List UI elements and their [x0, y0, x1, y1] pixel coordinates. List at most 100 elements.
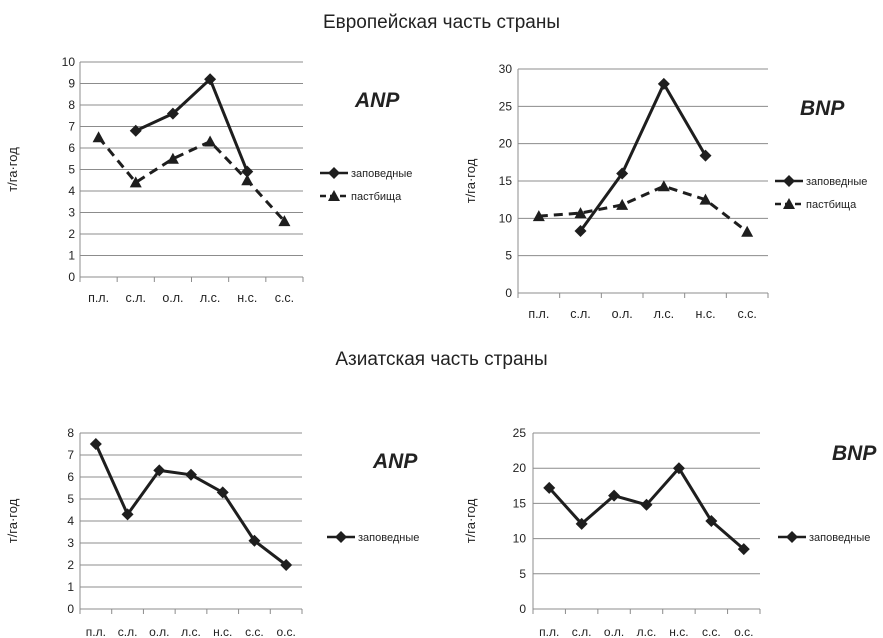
chart3-series-line — [94, 443, 288, 567]
chart1-y-tick-label: 0 — [68, 270, 75, 284]
chart2-data-point — [699, 193, 712, 205]
chart1-series-line — [97, 136, 286, 223]
chart2-data-point — [616, 198, 629, 210]
chart3-x-tick-label: о.л. — [149, 625, 169, 638]
chart3-legend-marker — [335, 531, 347, 543]
chart2-legend-label: заповедные — [806, 176, 867, 188]
chart4-y-tick-label: 0 — [519, 602, 526, 616]
chart3-legend-label: заповедные — [358, 532, 419, 544]
chart3-x-tick-label: н.с. — [213, 625, 232, 638]
chart2-x-tick-label: о.л. — [612, 307, 633, 321]
chart4-legend-marker — [786, 531, 798, 543]
chart4-y-tick-label: 10 — [513, 532, 527, 546]
chart1-y-tick-label: 1 — [68, 249, 75, 263]
chart1-legend-label: заповедные — [351, 168, 412, 180]
chart3-data-point — [89, 438, 102, 450]
chart4-x-tick-label: п.л. — [539, 625, 559, 638]
chart3-x-tick-label: л.с. — [181, 625, 201, 638]
chart4-data-point — [543, 481, 556, 494]
chart1-y-tick-label: 5 — [68, 163, 75, 177]
chart2-legend-marker — [783, 175, 795, 187]
chart1-y-tick-label: 8 — [68, 98, 75, 112]
chart3-data-point — [216, 486, 229, 499]
chart2-series-line — [538, 184, 749, 233]
chart2-data-point — [657, 77, 670, 90]
chart2-data-point — [574, 207, 587, 219]
chart2-title: BNP — [800, 97, 845, 120]
chart3-x-tick-label: о.с. — [276, 625, 295, 638]
chart2-legend-label: пастбища — [806, 199, 857, 211]
chart2-y-tick-label: 0 — [505, 286, 512, 300]
section-title-asian: Азиатская часть страны — [335, 349, 548, 370]
chart2-x-tick-label: п.л. — [528, 307, 549, 321]
chart1-data-point — [92, 131, 105, 143]
chart4-legend-label: заповедные — [809, 532, 870, 544]
chart3-y-tick-label: 5 — [67, 492, 74, 506]
chart1-data-point — [241, 174, 254, 186]
chart2-y-tick-label: 5 — [505, 249, 512, 263]
chart4-y-tick-label: 15 — [513, 496, 527, 510]
chart3-data-point — [248, 534, 261, 547]
chart1-data-point — [166, 152, 179, 164]
chart2-data-point — [741, 225, 754, 237]
chart1-data-point — [129, 124, 142, 137]
chart3-y-tick-label: 7 — [67, 448, 74, 462]
chart1-y-tick-label: 10 — [62, 55, 76, 69]
chart4-y-axis-label: т/га·год — [463, 498, 478, 543]
chart3-data-point — [153, 464, 166, 477]
chart2-y-tick-label: 10 — [499, 211, 513, 225]
chart4-data-point — [608, 489, 621, 502]
chart4-data-point — [672, 462, 685, 475]
chart4-data-point — [640, 498, 653, 511]
chart2-y-tick-label: 20 — [499, 137, 513, 151]
chart4-title: BNP — [832, 442, 877, 465]
chart4-x-tick-label: л.с. — [637, 625, 657, 638]
chart1-data-point — [204, 135, 217, 147]
chart1-data-point — [241, 165, 254, 178]
chart3-y-tick-label: 0 — [67, 602, 74, 616]
chart1-title: ANP — [354, 89, 400, 112]
chart3-title: ANP — [372, 450, 418, 473]
chart1-y-tick-label: 2 — [68, 227, 75, 241]
chart4-data-point — [575, 517, 588, 530]
chart2-data-point — [574, 225, 587, 238]
chart3-y-tick-label: 1 — [67, 580, 74, 594]
chart4-x-tick-label: с.с. — [702, 625, 721, 638]
chart1-data-point — [278, 215, 291, 227]
chart4-data-point — [705, 515, 718, 527]
chart2-data-point — [532, 210, 545, 222]
chart2-x-tick-label: л.с. — [654, 307, 675, 321]
chart3-data-point — [121, 508, 134, 521]
chart1-data-point — [204, 73, 217, 86]
chart1-y-axis-label: т/га·год — [5, 147, 20, 192]
chart1-x-tick-label: л.с. — [200, 291, 221, 305]
chart2-series-line — [579, 82, 707, 232]
chart1-x-tick-label: н.с. — [237, 291, 257, 305]
chart1-data-point — [166, 107, 179, 120]
chart3-data-point — [280, 559, 293, 571]
chart1-y-tick-label: 6 — [68, 141, 75, 155]
chart1-x-tick-label: с.л. — [126, 291, 147, 305]
chart4-data-point — [737, 543, 750, 556]
chart4-x-tick-label: н.с. — [669, 625, 688, 638]
chart3-y-tick-label: 2 — [67, 558, 74, 572]
chart4-x-tick-label: с.л. — [572, 625, 592, 638]
chart2-y-tick-label: 30 — [499, 62, 513, 76]
chart2-y-tick-label: 25 — [499, 99, 513, 113]
chart3-x-tick-label: с.л. — [118, 625, 138, 638]
chart4-y-tick-label: 5 — [519, 567, 526, 581]
chart1-legend-label: пастбища — [351, 191, 402, 203]
chart2-x-tick-label: с.с. — [737, 307, 756, 321]
chart3-y-tick-label: 3 — [67, 536, 74, 550]
chart3-y-axis-label: т/га·год — [5, 498, 20, 543]
chart4-y-tick-label: 25 — [513, 426, 527, 440]
chart2-data-point — [657, 180, 670, 192]
chart2-x-tick-label: с.л. — [570, 307, 591, 321]
chart3-y-tick-label: 6 — [67, 470, 74, 484]
chart2-data-point — [699, 149, 712, 162]
chart1-x-tick-label: о.л. — [162, 291, 183, 305]
chart1-y-tick-label: 4 — [68, 184, 75, 198]
chart2-y-tick-label: 15 — [499, 174, 513, 188]
chart3-y-tick-label: 8 — [67, 426, 74, 440]
